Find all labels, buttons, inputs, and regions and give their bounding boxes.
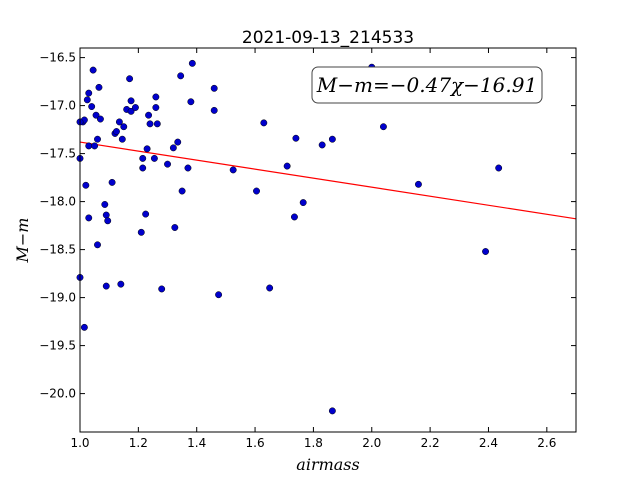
data-point — [152, 93, 160, 101]
data-point — [118, 135, 126, 143]
y-tick-label: −19.0 — [39, 291, 76, 305]
data-point — [139, 154, 147, 162]
data-point — [292, 134, 300, 142]
fit-line — [79, 141, 577, 220]
data-point — [115, 118, 123, 126]
data-point — [94, 241, 101, 249]
x-tick-label: 1.6 — [246, 436, 265, 450]
data-point — [328, 407, 336, 415]
x-tick-label: 1.2 — [129, 436, 148, 450]
data-point — [188, 59, 196, 67]
data-point — [82, 181, 90, 189]
data-point — [495, 164, 503, 172]
y-tick-label: −18.0 — [39, 195, 76, 209]
data-point — [95, 83, 103, 91]
y-tick-label: −18.5 — [39, 243, 76, 257]
plot-frame — [79, 47, 577, 433]
data-point — [482, 248, 490, 255]
data-point — [184, 164, 192, 172]
data-point — [104, 217, 112, 225]
data-point — [142, 210, 150, 218]
fit-line-layer — [79, 141, 577, 220]
data-point — [177, 72, 185, 80]
data-point — [85, 142, 93, 150]
data-point — [290, 213, 298, 221]
data-point — [299, 199, 307, 207]
x-axis: 1.0 1.2 1.4 1.6 1.8 2.0 2.2 2.4 2.6 — [70, 48, 556, 450]
y-tick-label: −20.0 — [39, 387, 76, 401]
data-point — [126, 75, 134, 83]
data-point — [187, 98, 195, 106]
data-point — [152, 104, 160, 111]
data-point — [260, 119, 268, 127]
data-point — [139, 164, 147, 172]
data-point — [229, 166, 237, 174]
data-point — [379, 123, 387, 131]
data-point — [120, 123, 128, 131]
data-point — [88, 103, 96, 111]
data-point — [328, 135, 336, 143]
data-point — [145, 111, 153, 119]
y-tick-label: −19.5 — [39, 339, 76, 353]
data-point — [127, 107, 135, 115]
data-point — [91, 142, 99, 150]
data-point — [178, 187, 186, 195]
data-point — [101, 201, 109, 208]
data-point — [266, 284, 274, 292]
data-point — [85, 89, 93, 97]
data-point — [137, 228, 145, 236]
data-point — [215, 291, 223, 299]
data-point — [169, 144, 177, 152]
data-point — [174, 138, 182, 146]
data-point — [102, 282, 110, 290]
x-tick-label: 2.4 — [479, 436, 498, 450]
x-tick-label: 2.6 — [537, 436, 556, 450]
y-axis: −16.5 −17.0 −17.5 −18.0 −18.5 −19.0 −19.5 −20.0 — [39, 51, 576, 401]
data-point — [102, 211, 110, 219]
data-point — [318, 141, 326, 149]
x-tick-label: 2.0 — [362, 436, 381, 450]
data-point — [164, 160, 171, 168]
data-point — [153, 120, 161, 128]
plot-area — [76, 59, 577, 415]
data-point — [253, 187, 260, 195]
x-tick-label: 1.8 — [304, 436, 323, 450]
data-point — [113, 128, 120, 135]
data-point — [143, 145, 151, 153]
chart-title: 2021-09-13_214533 — [242, 28, 414, 48]
data-point — [94, 135, 101, 143]
annotation-text: M−m=−0.47χ−16.91 — [316, 73, 537, 97]
data-point — [127, 97, 135, 105]
y-tick-label: −17.5 — [39, 147, 76, 161]
annotation-box — [311, 66, 543, 104]
data-point — [158, 285, 166, 293]
data-point — [96, 115, 104, 123]
data-point — [146, 120, 154, 128]
data-point — [171, 224, 179, 231]
data-point — [108, 178, 116, 186]
y-axis-label: M−m — [13, 218, 32, 264]
data-point — [89, 66, 97, 74]
x-tick-label: 2.2 — [421, 436, 440, 450]
data-point — [210, 84, 218, 92]
points-layer — [76, 59, 503, 415]
y-tick-label: −17.0 — [39, 99, 76, 113]
data-point — [210, 106, 218, 114]
x-axis-label: airmass — [296, 455, 359, 474]
fit-annotation: M−m=−0.47χ−16.91 — [311, 66, 543, 104]
data-point — [283, 162, 291, 170]
data-point — [117, 280, 125, 288]
x-tick-label: 1.4 — [187, 436, 206, 450]
data-point — [80, 323, 88, 331]
data-point — [150, 154, 158, 162]
data-point — [92, 111, 100, 119]
x-tick-label: 1.0 — [70, 436, 89, 450]
data-point — [414, 180, 422, 188]
data-point — [83, 96, 91, 104]
data-point — [131, 104, 139, 111]
data-point — [85, 214, 93, 222]
y-tick-label: −16.5 — [39, 51, 76, 65]
